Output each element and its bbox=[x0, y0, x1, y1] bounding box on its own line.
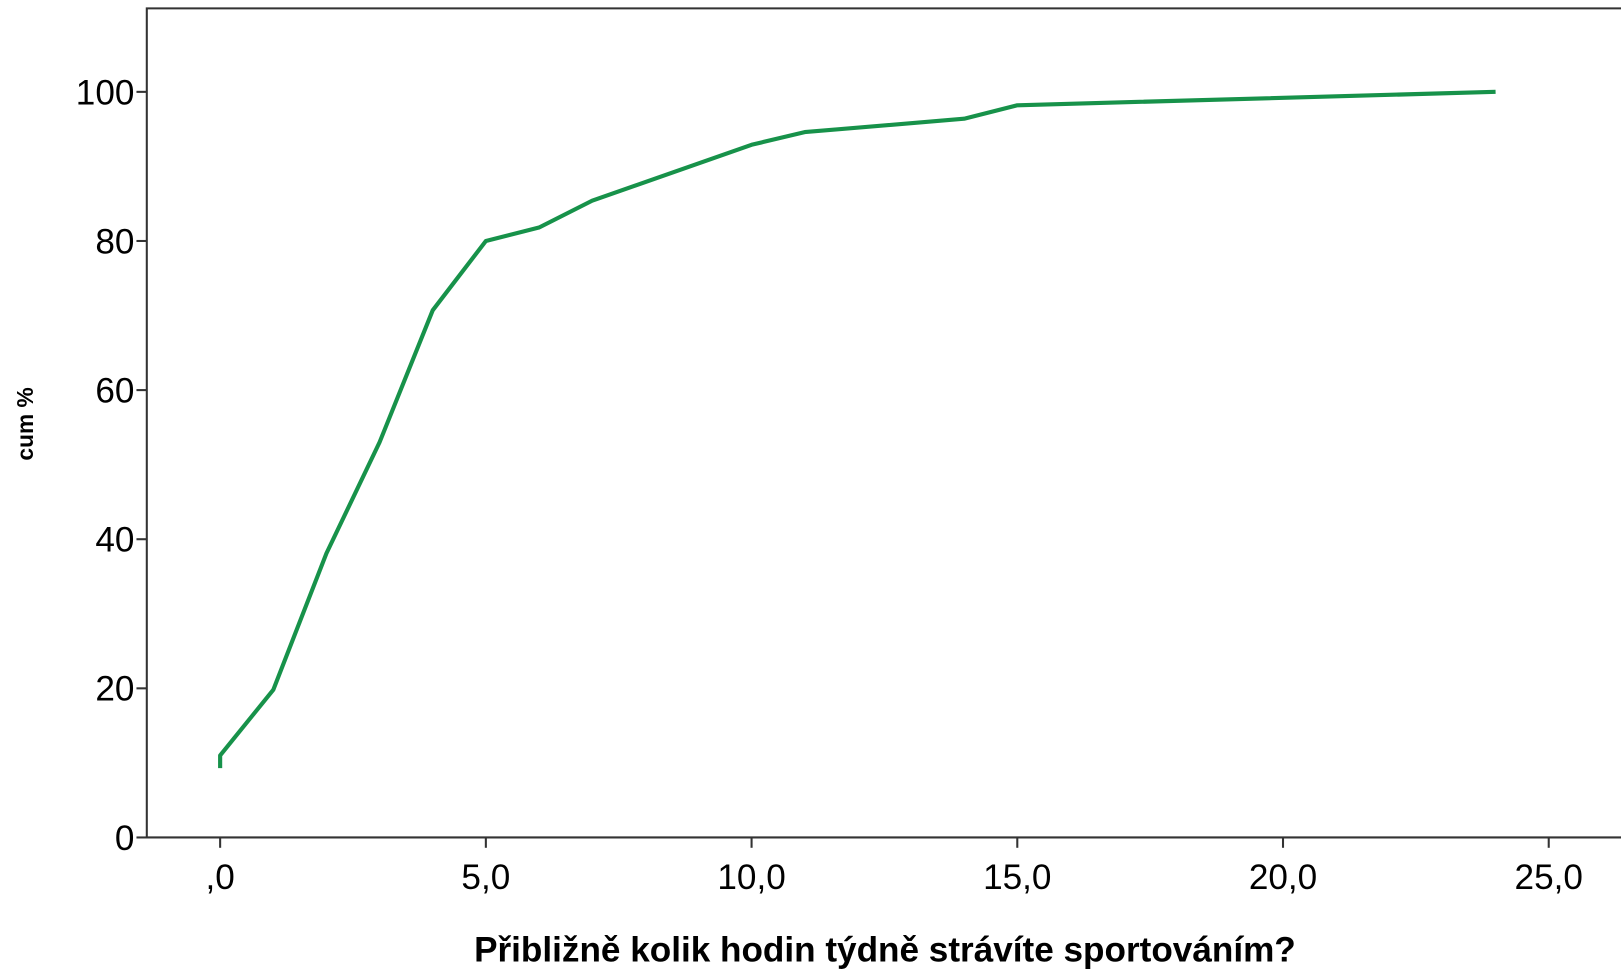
x-tick-label: 25,0 bbox=[1515, 858, 1583, 897]
y-tick-label: 40 bbox=[95, 521, 134, 560]
data-line bbox=[218, 89, 1496, 769]
y-tick-label: 100 bbox=[76, 73, 135, 112]
x-tick-label: 20,0 bbox=[1249, 858, 1317, 897]
plot-frame bbox=[145, 7, 1621, 839]
x-axis-title: Přibližně kolik hodin týdně strávíte spo… bbox=[474, 931, 1296, 970]
y-axis-title: cum % bbox=[12, 387, 38, 460]
y-tick-label: 80 bbox=[95, 222, 134, 261]
x-tick-label: 15,0 bbox=[983, 858, 1051, 897]
x-tick-label: ,0 bbox=[205, 858, 234, 897]
y-tick-label: 60 bbox=[95, 372, 134, 411]
x-tick-label: 5,0 bbox=[461, 858, 510, 897]
y-tick-label: 0 bbox=[115, 819, 135, 858]
x-tick-label: 10,0 bbox=[717, 858, 785, 897]
y-tick-label: 20 bbox=[95, 670, 134, 709]
